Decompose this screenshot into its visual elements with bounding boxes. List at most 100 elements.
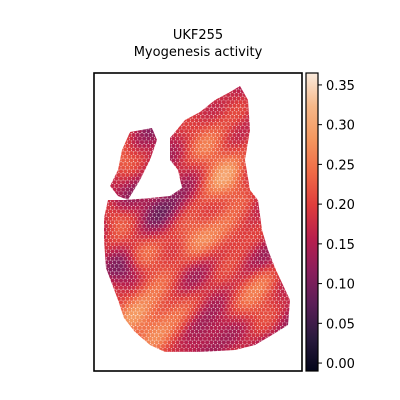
spot xyxy=(148,103,153,108)
spot xyxy=(114,176,119,181)
spot xyxy=(156,198,161,203)
spot xyxy=(146,318,151,323)
spot xyxy=(278,169,283,174)
spot xyxy=(259,238,264,243)
spot xyxy=(261,118,266,123)
spot xyxy=(219,278,224,283)
spot xyxy=(177,198,182,203)
spot xyxy=(223,329,229,334)
spot xyxy=(146,333,151,338)
spot xyxy=(226,209,231,214)
spot xyxy=(142,151,147,156)
spot xyxy=(175,136,180,141)
spot xyxy=(131,256,136,261)
spot xyxy=(257,322,262,327)
spot xyxy=(181,234,187,239)
spot xyxy=(179,202,184,207)
spot xyxy=(152,154,157,159)
spot xyxy=(131,140,136,145)
spot xyxy=(272,187,277,192)
spot xyxy=(259,318,264,323)
spot xyxy=(181,220,187,225)
spot xyxy=(98,279,102,283)
spot xyxy=(232,162,237,167)
spot xyxy=(144,256,149,261)
spot xyxy=(274,351,279,352)
spot xyxy=(133,253,138,258)
spot xyxy=(129,165,134,170)
spot xyxy=(278,118,283,123)
spot xyxy=(244,154,250,159)
spot xyxy=(139,198,145,203)
spot xyxy=(139,307,145,312)
spot xyxy=(116,267,121,272)
spot xyxy=(184,86,189,90)
spot xyxy=(238,325,243,330)
spot xyxy=(144,329,149,334)
spot xyxy=(249,111,254,116)
spot xyxy=(226,289,231,294)
spot xyxy=(289,296,290,301)
spot xyxy=(276,325,281,330)
spot xyxy=(194,234,199,239)
spot xyxy=(127,191,132,196)
spot xyxy=(270,278,275,283)
spot xyxy=(242,165,247,170)
spot xyxy=(276,114,281,119)
spot xyxy=(114,351,119,352)
spot xyxy=(221,86,226,90)
spot xyxy=(194,176,199,181)
spot xyxy=(175,143,180,148)
spot xyxy=(177,293,182,298)
spot xyxy=(106,169,111,174)
spot xyxy=(242,100,247,105)
spot xyxy=(268,318,273,323)
spot xyxy=(165,111,170,116)
spot xyxy=(148,285,153,290)
spot xyxy=(232,176,237,181)
spot xyxy=(272,296,277,301)
spot xyxy=(190,336,195,341)
spot xyxy=(232,300,237,305)
spot xyxy=(137,318,142,323)
spot xyxy=(247,267,252,272)
spot xyxy=(293,209,297,213)
spot xyxy=(131,351,136,352)
spot xyxy=(217,274,222,279)
spot xyxy=(110,344,115,349)
spot xyxy=(217,216,222,221)
spot xyxy=(289,114,290,119)
spot xyxy=(160,140,166,145)
spot xyxy=(177,249,182,254)
spot xyxy=(291,242,295,246)
spot xyxy=(123,118,128,123)
spot xyxy=(106,220,111,225)
spot xyxy=(118,344,124,349)
spot xyxy=(244,249,250,254)
spot xyxy=(142,311,147,316)
spot xyxy=(257,256,262,261)
spot xyxy=(135,220,140,225)
spot xyxy=(184,303,189,309)
spot xyxy=(205,333,210,338)
spot xyxy=(198,336,203,341)
spot xyxy=(276,311,281,316)
spot xyxy=(192,267,197,272)
spot xyxy=(110,293,115,298)
spot xyxy=(213,333,218,338)
spot xyxy=(152,256,157,261)
spot xyxy=(213,92,218,97)
spot xyxy=(223,140,229,145)
spot xyxy=(251,180,256,185)
spot xyxy=(133,303,138,309)
spot xyxy=(223,118,229,123)
spot xyxy=(192,260,197,265)
spot xyxy=(232,118,237,123)
spot xyxy=(123,344,128,349)
spot xyxy=(158,143,163,148)
spot xyxy=(116,129,121,134)
spot xyxy=(188,86,193,90)
spot xyxy=(295,264,299,268)
spot xyxy=(186,118,191,123)
spot xyxy=(213,143,218,148)
